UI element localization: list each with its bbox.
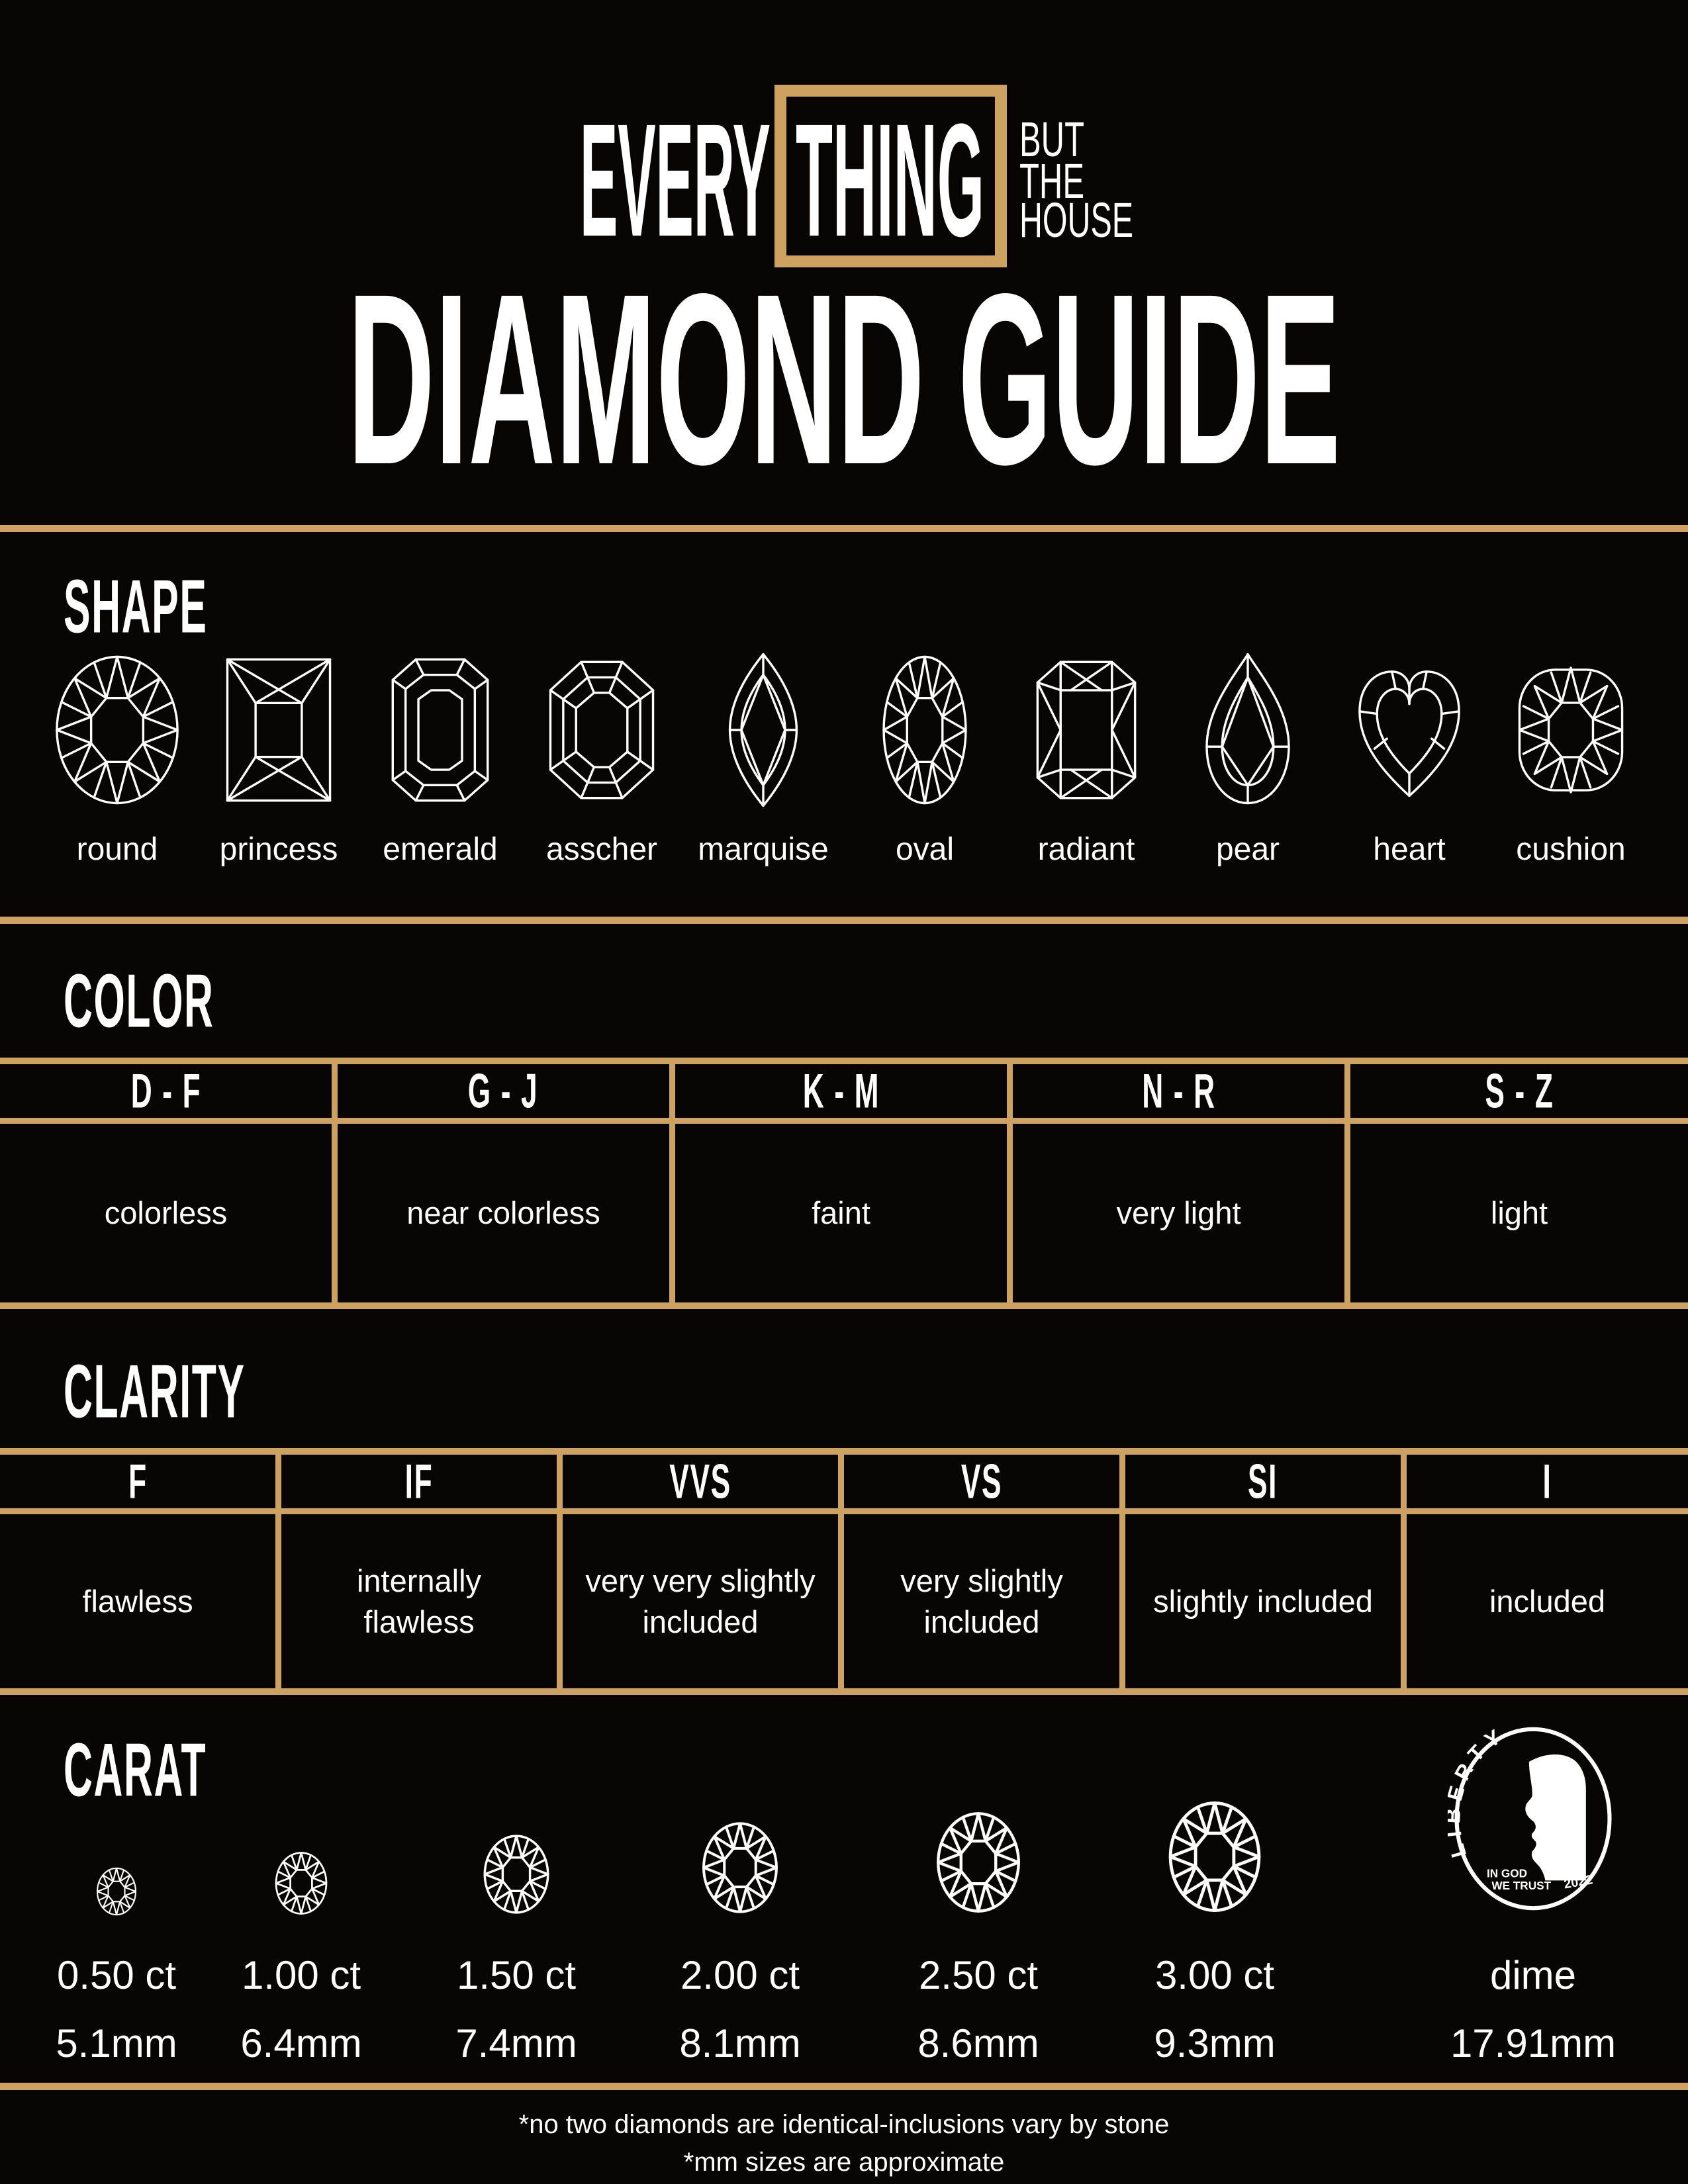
round-diamond-icon bbox=[36, 647, 198, 813]
oval-diamond-icon bbox=[844, 647, 1006, 813]
shape-label: marquise bbox=[698, 832, 829, 867]
color-grade-cell: D - F bbox=[0, 1064, 338, 1124]
shape-item-pear: pear bbox=[1167, 645, 1329, 868]
carat-stone-1-50 bbox=[483, 1835, 549, 1914]
color-value-cell: faint bbox=[675, 1124, 1013, 1302]
clarity-grade-cell: F bbox=[0, 1455, 281, 1514]
carat-label: 2.00 ct 8.1mm bbox=[679, 1953, 801, 2066]
princess-diamond-icon bbox=[198, 647, 359, 813]
clarity-value-cell: flawless bbox=[0, 1514, 281, 1688]
shape-item-marquise: marquise bbox=[682, 645, 844, 868]
footnote-inclusions: *no two diamonds are identical-inclusion… bbox=[518, 2110, 1170, 2139]
shape-label: asscher bbox=[545, 832, 658, 867]
logo-every: EVERY bbox=[580, 90, 771, 270]
carat-stone-0-50 bbox=[97, 1867, 136, 1916]
logo-box bbox=[774, 85, 1007, 267]
shape-item-emerald: emerald bbox=[359, 645, 521, 868]
marquise-diamond-icon bbox=[682, 647, 844, 813]
clarity-value-cell: included bbox=[1489, 1583, 1606, 1619]
color-grade-cell: N - R bbox=[1013, 1064, 1350, 1124]
dime-motto-line2: WE TRUST bbox=[1491, 1879, 1551, 1892]
shape-label: oval bbox=[895, 832, 955, 867]
carat-label: 2.50 ct 8.6mm bbox=[917, 1953, 1039, 2066]
color-value-cell: colorless bbox=[0, 1124, 338, 1302]
shape-label: radiant bbox=[1037, 832, 1135, 867]
carat-stone-1-00 bbox=[275, 1852, 328, 1915]
gold-rule-shape bbox=[0, 525, 1688, 532]
roosevelt-profile-silhouette bbox=[1525, 1754, 1586, 1881]
footnotes: *no two diamonds are identical-inclusion… bbox=[0, 2106, 1688, 2181]
gold-rule-footer bbox=[0, 2083, 1688, 2090]
header-logo-title: EVERY THING BUT THE HOUSE DIAMOND GUIDE bbox=[348, 85, 1340, 490]
carat-label: 1.50 ct 7.4mm bbox=[455, 1953, 577, 2066]
radiant-diamond-icon bbox=[1006, 647, 1167, 813]
logo-but: BUT bbox=[1019, 112, 1084, 167]
dime-illustration: LIBERTY IN GOD WE TRUST 2022 bbox=[1448, 1721, 1612, 1911]
clarity-value-cell: very slightly included bbox=[844, 1514, 1125, 1688]
carat-stone-2-50 bbox=[934, 1807, 1023, 1918]
logo-the: THE bbox=[1019, 154, 1084, 208]
shape-item-oval: oval bbox=[844, 645, 1006, 868]
carat-stone-3-00 bbox=[1166, 1796, 1264, 1918]
shape-item-princess: princess bbox=[198, 645, 359, 868]
heart-diamond-icon bbox=[1329, 649, 1490, 811]
dime-liberty-text: LIBERTY bbox=[1448, 1721, 1504, 1860]
carat-label: dime 17.91mm bbox=[1450, 1953, 1617, 2066]
shape-heading: SHAPE bbox=[64, 565, 208, 650]
shape-item-round: round bbox=[36, 645, 198, 868]
dime-rim bbox=[1454, 1727, 1612, 1911]
carat-heading: CARAT bbox=[64, 1728, 207, 1813]
cushion-diamond-icon bbox=[1490, 647, 1652, 813]
shape-label: cushion bbox=[1516, 832, 1626, 867]
color-value-cell: very light bbox=[1013, 1124, 1350, 1302]
carat-label: 1.00 ct 6.4mm bbox=[240, 1953, 362, 2066]
carat-stone-2-00 bbox=[702, 1822, 778, 1913]
shape-item-asscher: asscher bbox=[521, 645, 682, 868]
clarity-grade-cell: SI bbox=[1125, 1455, 1407, 1514]
color-grade-cell: G - J bbox=[338, 1064, 675, 1124]
shape-label: pear bbox=[1215, 832, 1280, 867]
clarity-heading: CLARITY bbox=[64, 1349, 246, 1435]
clarity-grade-cell: VVS bbox=[563, 1455, 844, 1514]
asscher-diamond-icon bbox=[521, 647, 682, 813]
shape-row: round princess emerald bbox=[36, 645, 1652, 868]
color-grade-cell: S - Z bbox=[1350, 1064, 1688, 1124]
shape-item-heart: heart bbox=[1329, 645, 1490, 868]
color-heading: COLOR bbox=[64, 959, 214, 1044]
clarity-table: F IF VVS VS SI I flawless internally fla… bbox=[0, 1448, 1688, 1695]
gold-rule-color bbox=[0, 917, 1688, 924]
dime-motto-line1: IN GOD bbox=[1487, 1866, 1527, 1880]
emerald-diamond-icon bbox=[359, 647, 521, 813]
shape-label: round bbox=[76, 832, 158, 867]
shape-item-radiant: radiant bbox=[1006, 645, 1167, 868]
svg-text:LIBERTY: LIBERTY bbox=[1448, 1721, 1511, 1860]
logo-thing: THING bbox=[796, 90, 984, 270]
color-table: D - F G - J K - M N - R S - Z colorless … bbox=[0, 1058, 1688, 1309]
color-value-cell: light bbox=[1490, 1195, 1548, 1231]
shape-label: princess bbox=[219, 832, 338, 867]
shape-label: emerald bbox=[383, 832, 498, 867]
clarity-grade-cell: I bbox=[1407, 1455, 1688, 1514]
shape-label: heart bbox=[1373, 832, 1446, 867]
clarity-value-cell: very very slightly included bbox=[563, 1514, 844, 1688]
clarity-value-cell: slightly included bbox=[1125, 1514, 1407, 1688]
clarity-grade-cell: IF bbox=[281, 1455, 563, 1514]
color-value-cell: near colorless bbox=[338, 1124, 675, 1302]
pear-diamond-icon bbox=[1167, 647, 1329, 813]
page-title: DIAMOND GUIDE bbox=[348, 244, 1340, 490]
shape-item-cushion: cushion bbox=[1490, 645, 1652, 868]
carat-label: 0.50 ct 5.1mm bbox=[56, 1953, 177, 2066]
clarity-grade-cell: VS bbox=[844, 1455, 1125, 1514]
color-grade-cell: K - M bbox=[675, 1064, 1013, 1124]
logo-house: HOUSE bbox=[1019, 193, 1133, 248]
clarity-value-cell: internally flawless bbox=[281, 1514, 563, 1688]
footnote-mm-sizes: *mm sizes are approximate bbox=[683, 2148, 1005, 2177]
carat-label: 3.00 ct 9.3mm bbox=[1154, 1953, 1276, 2066]
